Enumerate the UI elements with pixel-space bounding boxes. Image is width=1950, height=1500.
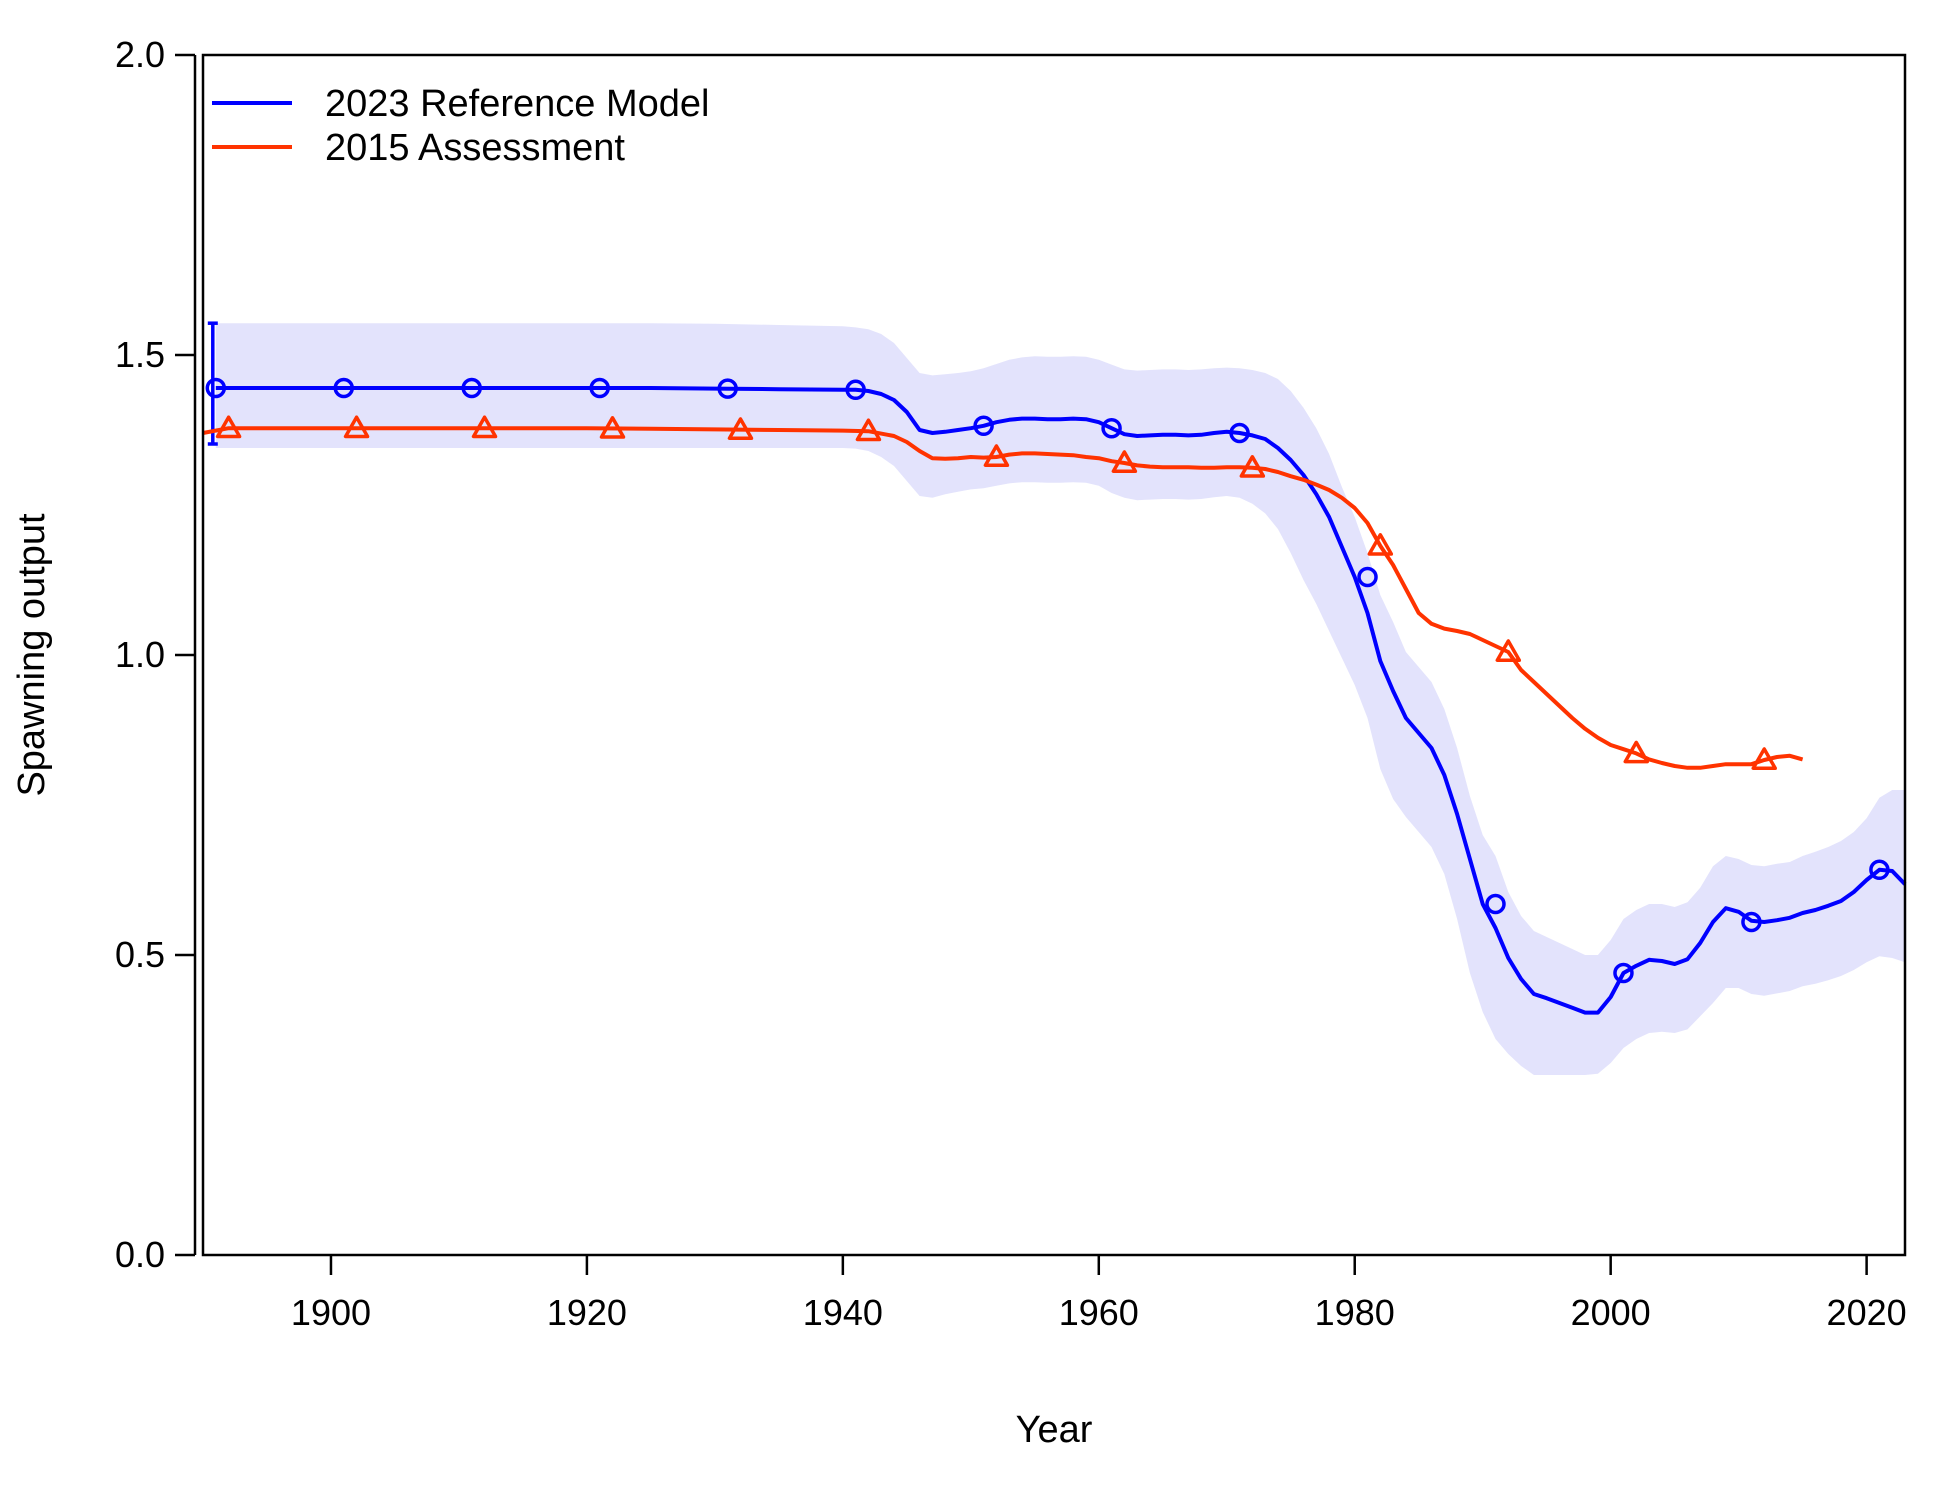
series-0-point [1357,566,1378,588]
series-1-point [727,417,754,440]
y-axis: 0.0 0.5 1.0 1.5 2.0 [115,34,197,1275]
x-tick-label: 1940 [803,1292,883,1333]
series-1-point [1495,639,1522,662]
series-0-point [845,379,866,401]
legend-label-0: 2023 Reference Model [325,83,709,125]
y-tick-label: 2.0 [115,34,165,75]
series-lines-layer [202,386,1907,1015]
series-0-point [1485,893,1506,915]
confidence-band-layer [207,321,1905,1075]
plot-frame [201,53,1907,1257]
x-tick-label: 2000 [1571,1292,1651,1333]
x-tick-label: 2020 [1827,1292,1907,1333]
series-1-point [599,416,626,439]
y-tick-label: 1.5 [115,334,165,375]
x-axis-title: Year [1016,1409,1093,1451]
series-0-point [1613,962,1634,984]
series-1-point [1111,450,1138,473]
series-0-point [717,378,738,399]
series-0-point [1741,911,1762,933]
series-1-point [983,444,1010,467]
series-0-point [589,377,610,399]
legend-label-1: 2015 Assessment [325,127,625,169]
y-tick-label: 0.5 [115,934,165,975]
x-axis: 1900 1920 1940 1960 1980 2000 2020 [291,1255,1907,1333]
x-tick-label: 1960 [1059,1292,1139,1333]
x-tick-label: 1900 [291,1292,371,1333]
series-markers-layer [205,377,1890,984]
y-tick-label: 0.0 [115,1234,165,1275]
series-0-point [461,377,482,399]
y-axis-title: Spawning output [11,513,53,797]
series-1-point [1239,455,1266,478]
x-tick-label: 1980 [1315,1292,1395,1333]
series-0-point [973,415,994,437]
series-line-1 [202,426,1804,770]
series-1-point [343,415,370,439]
series-1-point [471,415,498,439]
series-0-point [1101,417,1122,439]
series-0-point [1229,422,1250,444]
series-line-0 [215,386,1907,1015]
series-1-point [1623,740,1650,764]
series-1-point [215,415,242,439]
y-tick-label: 1.0 [115,634,165,675]
series-1-point [1367,533,1394,556]
series-1-point [1751,747,1777,770]
series-0-point [333,377,355,399]
series-1-point [855,418,882,442]
x-tick-label: 1920 [547,1292,627,1333]
series-0-point [1869,859,1890,881]
series-0-point [205,377,227,399]
confidence-band-0 [215,323,1905,1075]
